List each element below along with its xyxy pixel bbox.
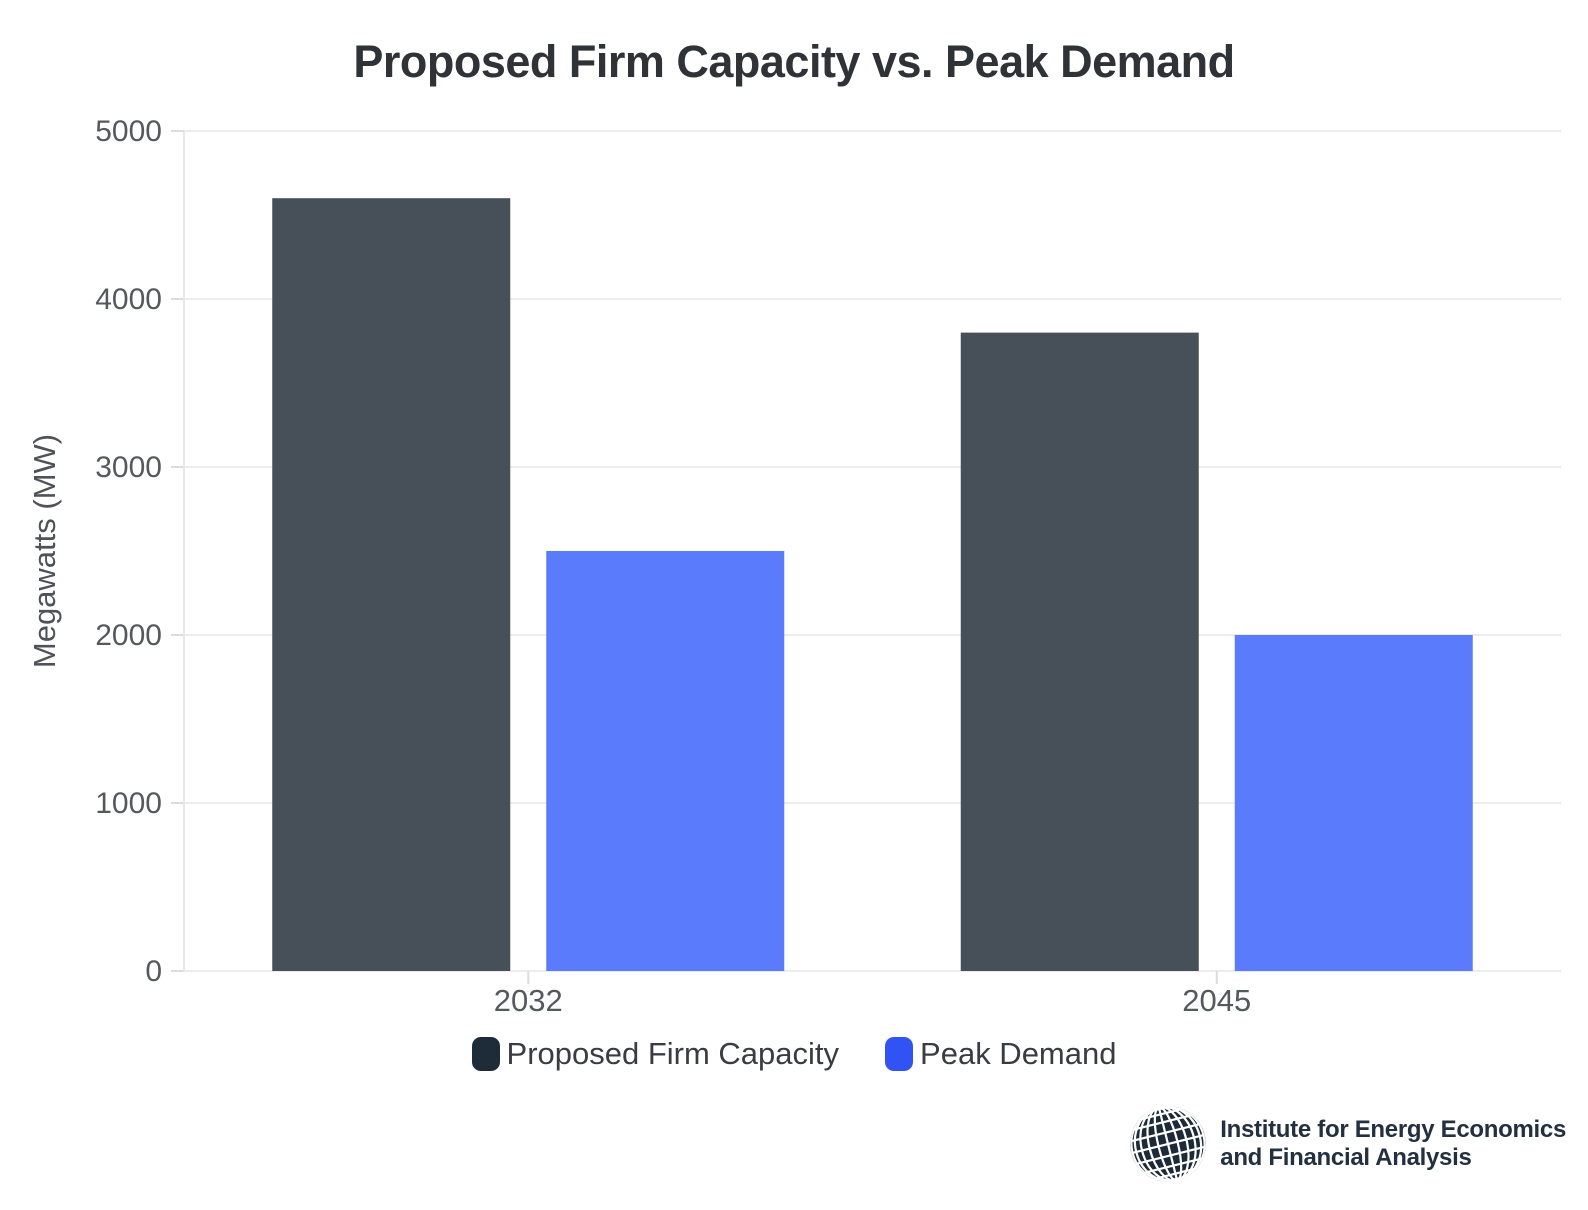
bar-peak-demand-2045: [1234, 635, 1473, 971]
y-tick-label-2000: 2000: [95, 619, 162, 652]
y-tick-label-4000: 4000: [95, 283, 162, 316]
bar-peak-demand-2032: [546, 551, 785, 971]
y-tick-label-0: 0: [145, 955, 162, 988]
legend-label-proposed-firm-capacity: Proposed Firm Capacity: [506, 1036, 840, 1071]
x-tick-label-2045: 2045: [1182, 983, 1251, 1015]
chart-title: Proposed Firm Capacity vs. Peak Demand: [353, 36, 1235, 87]
ieefa-globe-icon: [1126, 1102, 1211, 1186]
legend-item-proposed-firm-capacity: Proposed Firm Capacity: [471, 1036, 840, 1072]
ieefa-logo-line2: and Financial Analysis: [1220, 1144, 1472, 1171]
bar-proposed-firm-capacity-2045: [960, 332, 1199, 972]
y-tick-label-3000: 3000: [95, 451, 162, 484]
ieefa-logo-line1: Institute for Energy Economics: [1220, 1115, 1566, 1143]
legend-swatch-proposed-firm-capacity: [471, 1037, 500, 1071]
y-tick-label-1000: 1000: [95, 787, 162, 820]
y-axis-title: Megawatts (MW): [27, 434, 62, 668]
ieefa-logo-text: Institute for Energy Economics and Finan…: [1220, 1116, 1566, 1172]
ieefa-logo: Institute for Energy Economics and Finan…: [1126, 1102, 1566, 1186]
legend-swatch-peak-demand: [885, 1037, 914, 1071]
y-tick-label-5000: 5000: [95, 115, 162, 148]
bar-proposed-firm-capacity-2032: [272, 198, 511, 971]
legend-item-peak-demand: Peak Demand: [885, 1036, 1116, 1072]
chart-legend: Proposed Firm Capacity Peak Demand: [0, 1036, 1588, 1072]
x-tick-label-2032: 2032: [494, 983, 563, 1015]
bar-chart-plot-area: 0 1000 2000 3000 4000 5000 2032 2045 Megawatts (…: [27, 115, 1561, 1015]
legend-label-peak-demand: Peak Demand: [920, 1036, 1117, 1071]
